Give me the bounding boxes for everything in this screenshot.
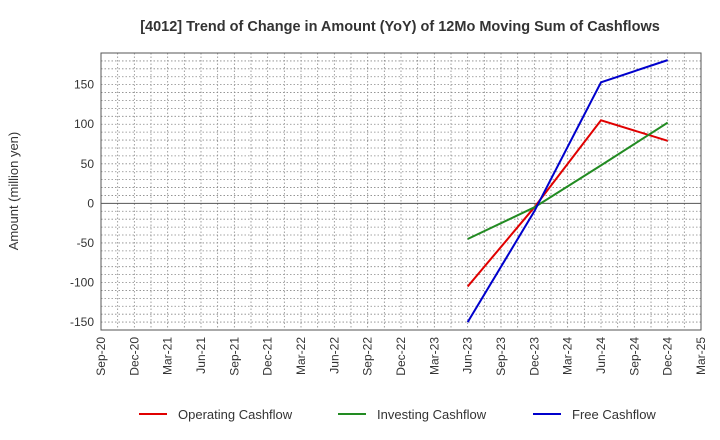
x-tick-label: Mar-23 <box>427 337 441 375</box>
legend-label-free-cashflow: Free Cashflow <box>572 407 656 422</box>
y-tick-label: 100 <box>74 117 94 131</box>
x-tick-label: Dec-21 <box>261 337 275 376</box>
x-tick-label: Mar-24 <box>561 337 575 375</box>
x-tick-label: Dec-23 <box>527 337 541 376</box>
y-axis-label: Amount (million yen) <box>6 132 21 251</box>
legend: Operating Cashflow Investing Cashflow Free… <box>139 407 656 422</box>
x-tick-label: Mar-25 <box>694 337 708 375</box>
x-tick-label: Sep-22 <box>361 337 375 376</box>
x-tick-label: Sep-23 <box>494 337 508 376</box>
x-tick-label: Jun-24 <box>594 337 608 374</box>
series-line-investing-cashflow <box>467 121 669 240</box>
x-tick-label: Jun-23 <box>461 337 475 374</box>
x-tick-label: Dec-24 <box>661 337 675 376</box>
series-line-operating-cashflow <box>466 119 668 288</box>
legend-label-investing-cashflow: Investing Cashflow <box>377 407 487 422</box>
plot-frame <box>100 52 702 331</box>
y-tick-label: -150 <box>70 315 94 329</box>
y-tick-label: -50 <box>77 236 95 250</box>
x-tick-label: Sep-24 <box>627 337 641 376</box>
axes: -150 -100 -50 0 50 100 150 Sep-20 Dec-20 Mar-21 Ju… <box>70 52 708 376</box>
grid <box>100 53 702 330</box>
x-tick-label: Jun-21 <box>194 337 208 374</box>
y-tick-label: 0 <box>87 196 94 210</box>
x-tick-label: Mar-21 <box>161 337 175 375</box>
x-tick-label: Sep-20 <box>94 337 108 376</box>
x-tick-label: Dec-22 <box>394 337 408 376</box>
chart-title: [4012] Trend of Change in Amount (YoY) o… <box>140 19 660 35</box>
legend-label-operating-cashflow: Operating Cashflow <box>178 407 293 422</box>
y-tick-label: 50 <box>81 157 95 171</box>
series-layer <box>466 59 669 323</box>
x-tick-label: Dec-20 <box>127 337 141 376</box>
x-tick-label: Sep-21 <box>227 337 241 376</box>
y-tick-label: 150 <box>74 78 94 92</box>
x-tick-label: Jun-22 <box>327 337 341 374</box>
x-tick-label: Mar-22 <box>294 337 308 375</box>
series-line-free-cashflow <box>466 59 668 323</box>
y-tick-label: -100 <box>70 276 94 290</box>
